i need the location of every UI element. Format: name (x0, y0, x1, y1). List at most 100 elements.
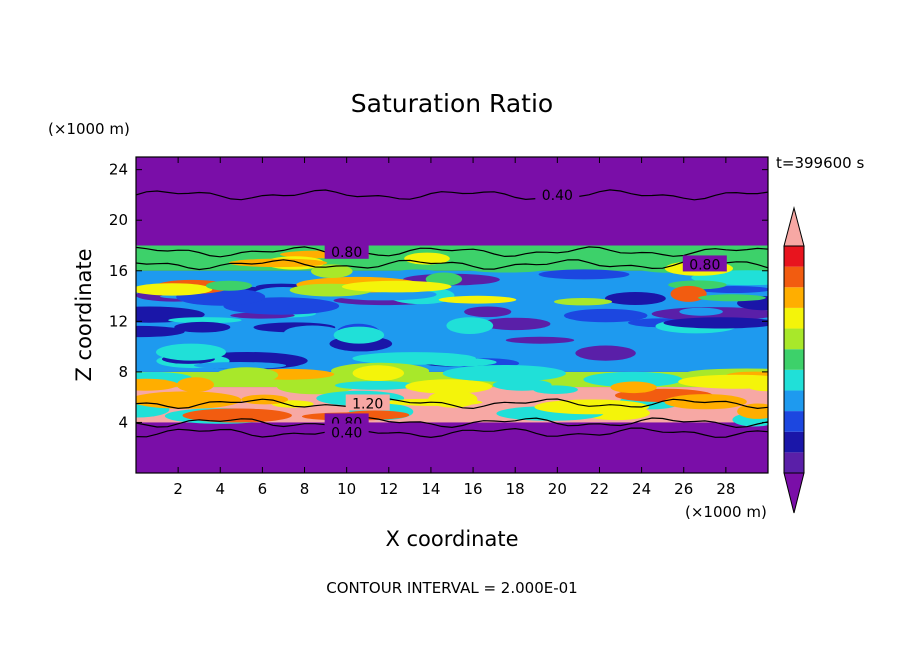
contour-line-1 (136, 246, 768, 258)
colorbar-swatch-6 (784, 328, 804, 350)
colorbar-swatch-7 (784, 307, 804, 329)
field-structure-49 (283, 325, 341, 341)
field-structure-79 (228, 258, 328, 268)
field-structure-41 (425, 358, 497, 367)
time-label: t=399600 s (776, 154, 864, 172)
colorbar-swatch-0 (784, 452, 804, 473)
field-structure-29 (505, 336, 575, 344)
field-structure-64 (466, 265, 547, 273)
x-tick-label-2: 2 (173, 480, 183, 498)
colorbar-label-0.92: 0.92 (812, 0, 845, 4)
y-axis-label: Z coordinate (72, 248, 96, 381)
contour-line-3 (136, 398, 768, 410)
colorbar-over-arrow (783, 206, 805, 247)
colorbar-label-0.96: 0.96 (812, 0, 845, 4)
x-tick-label-4: 4 (215, 480, 225, 498)
field-structure-117 (737, 403, 768, 419)
field-structure-96 (678, 374, 768, 389)
field-structure-121 (182, 408, 292, 423)
contour-label-bg-5 (324, 423, 369, 440)
contour-label-0: 0.40 (542, 188, 573, 204)
contour-label-bg-0 (535, 185, 580, 202)
x-unit-label: (×1000 m) (685, 503, 767, 521)
x-tick-label-18: 18 (506, 480, 525, 498)
y-axis-ticks: 4 8 12 16 20 24 (109, 161, 768, 431)
field-structure-98 (442, 365, 566, 382)
x-tick-label-16: 16 (464, 480, 483, 498)
field-structure-91 (176, 377, 214, 393)
field-structure-118 (533, 385, 578, 395)
field-structure-44 (679, 307, 723, 316)
y-tick-label-8: 8 (118, 363, 128, 381)
y-tick-label-4: 4 (118, 413, 128, 431)
chart-title: Saturation Ratio (351, 89, 553, 118)
contour-line-5 (136, 426, 768, 439)
colorbar-swatch-4 (784, 369, 804, 391)
x-tick-label-22: 22 (590, 480, 609, 498)
contour-interval-footer: CONTOUR INTERVAL = 2.000E-01 (326, 579, 577, 597)
field-structure-110 (136, 391, 242, 409)
contour-lines: 0.400.800.801.200.800.40 (136, 185, 768, 442)
colorbar-swatch-5 (784, 349, 804, 370)
value-band-5 (136, 157, 768, 246)
x-tick-label-26: 26 (674, 480, 693, 498)
field-structure-0 (422, 307, 470, 317)
contour-label-3: 1.20 (352, 396, 383, 412)
contour-label-5: 0.40 (331, 426, 362, 442)
x-tick-label-12: 12 (379, 480, 398, 498)
colorbar-swatch-10 (784, 246, 804, 267)
field-structure-62 (438, 295, 517, 304)
y-tick-label-12: 12 (109, 312, 128, 330)
contour-label-bg-3 (345, 394, 390, 411)
x-tick-label-8: 8 (300, 480, 310, 498)
contour-label-bg-1 (324, 242, 369, 259)
field-structure-59 (663, 317, 768, 329)
colorbar-frame (783, 245, 805, 474)
colorbar-swatch-1 (784, 431, 804, 453)
contour-label-2: 0.80 (689, 257, 720, 273)
field-structure-54 (605, 292, 666, 305)
colorbar-swatch-8 (784, 287, 804, 308)
colorbar-under-arrow (783, 472, 805, 514)
contour-label-bg-2 (682, 255, 727, 272)
field-structure-53 (333, 326, 385, 344)
x-tick-label-28: 28 (716, 480, 735, 498)
x-tick-label-20: 20 (548, 480, 567, 498)
field-structure-105 (610, 381, 657, 394)
field-structure-14 (575, 345, 636, 361)
contour-line-4 (136, 416, 768, 429)
field-structure-18 (136, 325, 185, 338)
field-structure-47 (174, 321, 231, 333)
x-axis-ticks: 2 4 6 8 10 12 14 16 18 20 22 24 26 28 (173, 157, 735, 498)
field-structure-27 (168, 317, 242, 324)
colorbar: 1.081.0410.960.92 (783, 0, 845, 514)
field-structure-123 (664, 394, 747, 410)
field-structure-95 (405, 379, 493, 394)
field-structure-69 (311, 264, 353, 279)
value-band-0 (136, 422, 768, 473)
contour-line-2 (136, 259, 768, 271)
field-structure-97 (136, 378, 178, 391)
x-axis-label: X coordinate (385, 527, 518, 551)
field-structure-88 (334, 381, 418, 390)
field-structure-73 (698, 294, 766, 302)
x-tick-label-10: 10 (337, 480, 356, 498)
field-structure-58 (156, 343, 226, 361)
x-tick-label-24: 24 (632, 480, 651, 498)
field-structure-71 (554, 298, 612, 306)
field-structure-83 (583, 371, 683, 388)
field-structure-57 (564, 308, 648, 323)
colorbar-label-1.04: 1.04 (812, 0, 845, 4)
x-tick-label-6: 6 (258, 480, 268, 498)
field-structure-56 (464, 306, 512, 318)
field-structure-74 (205, 280, 253, 291)
field-structure-86 (352, 365, 404, 381)
field-structure-31 (480, 317, 551, 331)
field-structure-32 (446, 317, 494, 334)
colorbar-swatch-2 (784, 411, 804, 432)
field-structure-26 (193, 362, 287, 369)
plot-area: 0.400.800.801.200.800.40 (136, 157, 768, 473)
field-structure-81 (277, 379, 354, 395)
plot-frame (135, 156, 769, 474)
